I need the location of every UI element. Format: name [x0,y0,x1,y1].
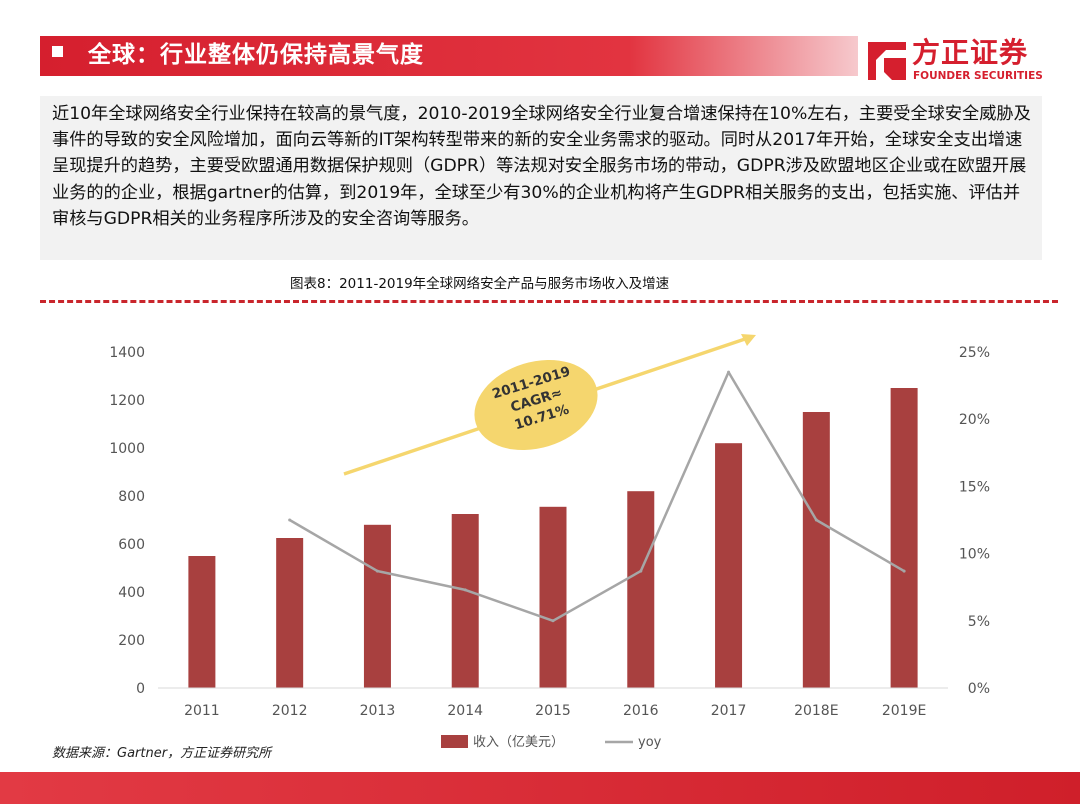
title-bullet-icon [52,46,63,57]
y-left-tick-1200: 1200 [109,393,145,409]
data-source: 数据来源：Gartner，方正证券研究所 [52,746,272,761]
figure-caption: 图表8：2011-2019年全球网络安全产品与服务市场收入及增速 [290,276,670,292]
revenue-bar-2016 [627,491,655,688]
founder-logo-icon [868,42,906,80]
x-tick-2015: 2015 [535,703,571,719]
revenue-bar-2012 [276,538,304,688]
x-tick-2016: 2016 [623,703,659,719]
x-tick-2012: 2012 [272,703,308,719]
x-tick-2018E: 2018E [794,703,838,719]
cagr-bubble [474,359,598,451]
y-left-tick-1000: 1000 [109,441,145,457]
yoy-point-2018E [814,518,818,522]
revenue-bar-2015 [539,506,567,688]
legend-label-revenue: 收入（亿美元） [473,735,564,750]
yoy-point-2019E [902,569,906,573]
y-left-tick-400: 400 [118,585,145,601]
x-tick-2014: 2014 [447,703,483,719]
revenue-bar-2013 [363,524,391,688]
yoy-point-2016 [639,569,643,573]
yoy-point-2015 [551,619,555,623]
summary-box [40,96,1042,260]
y-left-tick-800: 800 [118,489,145,505]
x-tick-2013: 2013 [360,703,396,719]
legend-swatch-revenue [441,735,468,748]
yoy-point-2013 [375,569,379,573]
y-left-tick-0: 0 [136,681,145,697]
y-right-tick-20%: 20% [959,412,990,428]
page-title: 全球：行业整体仍保持高景气度 [88,42,424,68]
yoy-point-2017 [727,370,731,374]
y-right-tick-5%: 5% [968,614,990,630]
summary-text: 近10年全球网络安全行业保持在较高的景气度，2010-2019全球网络安全行业复… [52,104,1031,229]
dashed-divider [40,300,1058,303]
logo-name-cn: 方正证券 [912,36,1029,69]
yoy-point-2012 [288,518,292,522]
revenue-bar-2018E [802,412,830,688]
x-tick-2011: 2011 [184,703,220,719]
y-left-tick-1400: 1400 [109,345,145,361]
y-right-tick-25%: 25% [959,345,990,361]
title-bar [40,36,858,76]
y-right-tick-0%: 0% [968,681,990,697]
y-left-tick-600: 600 [118,537,145,553]
legend: 收入（亿美元） yoy [441,735,662,750]
y-left-tick-200: 200 [118,633,145,649]
y-right-tick-15%: 15% [959,479,990,495]
y-right-tick-10%: 10% [959,547,990,563]
x-tick-2019E: 2019E [882,703,926,719]
x-tick-2017: 2017 [711,703,747,719]
legend-label-yoy: yoy [638,735,662,750]
yoy-line [289,370,905,623]
revenue-bar-2017 [715,443,743,688]
revenue-bar-2011 [188,556,216,688]
revenue-bar-2014 [451,514,479,688]
yoy-point-2014 [463,588,467,592]
logo-name-en: FOUNDER SECURITIES [913,70,1043,82]
bottom-bar [0,772,1080,804]
revenue-bar-2019E [890,388,918,688]
logo [862,36,1052,86]
